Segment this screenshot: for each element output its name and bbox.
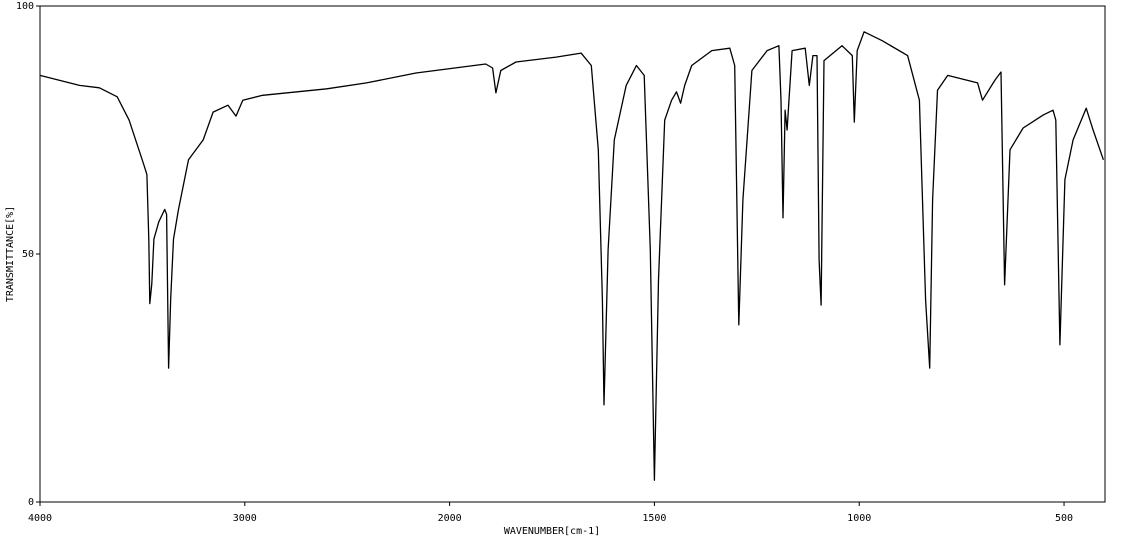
spectrum-line [39,31,1105,481]
x-tick-label: 2000 [438,513,462,524]
x-tick-label: 3000 [233,513,257,524]
x-tick-label: 1500 [642,513,666,524]
y-tick-label: 50 [22,249,34,260]
x-axis-label: WAVENUMBER[cm-1] [504,526,600,536]
y-axis-label: TRANSMITTANCE[%] [5,206,16,302]
y-tick-label: 0 [28,497,34,508]
x-tick-label: 1000 [847,513,871,524]
plot-frame [39,5,1106,503]
y-tick-label: 100 [16,1,34,12]
x-tick-label: 4000 [28,513,52,524]
x-tick-label: 500 [1055,513,1073,524]
